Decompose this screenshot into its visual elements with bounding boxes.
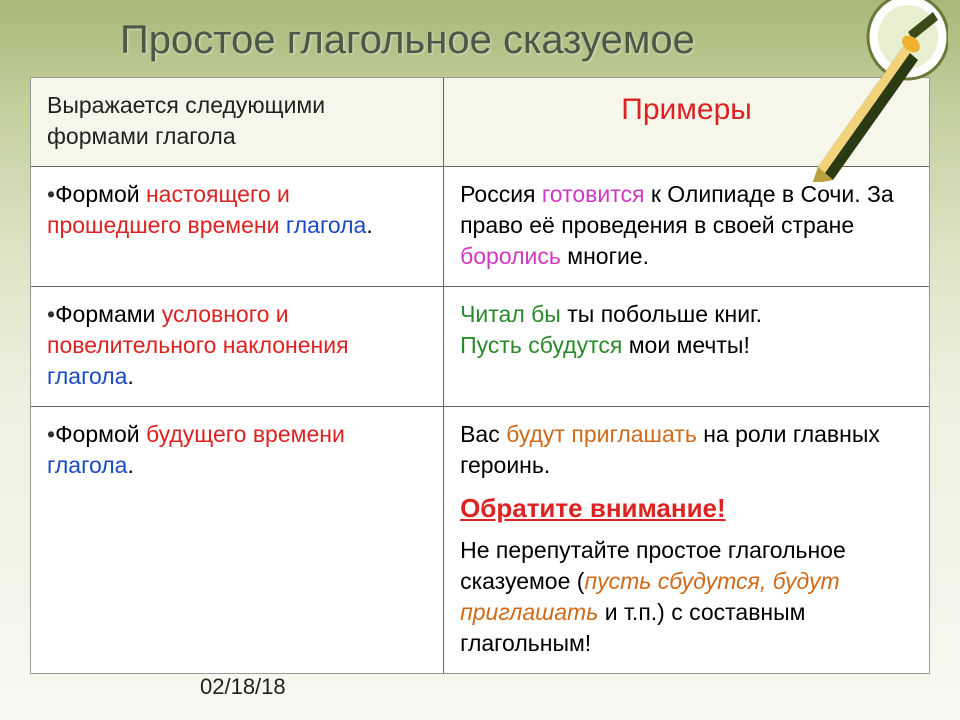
text: будут приглашать	[506, 421, 697, 447]
text: .	[127, 452, 133, 478]
text: будущего времени	[146, 421, 345, 447]
bullet-icon: •	[47, 181, 55, 207]
header-left: Выражается следующими формами глагола	[31, 78, 444, 166]
text: глагола	[47, 363, 127, 389]
table-header-row: Выражается следующими формами глагола Пр…	[31, 78, 929, 167]
predicate-table: Выражается следующими формами глагола Пр…	[30, 77, 930, 674]
date-label: 02/18/18	[200, 674, 286, 700]
text: Вас	[460, 421, 506, 447]
text: .	[127, 363, 133, 389]
form-cell: •Формой будущего времени глагола.	[31, 407, 444, 672]
example-cell: Россия готовится к Олипиаде в Сочи. За п…	[444, 167, 929, 286]
table-row: •Формами условного и повелительного накл…	[31, 287, 929, 407]
table-row: •Формой будущего времени глагола. Вас бу…	[31, 407, 929, 672]
text: боролись	[460, 243, 561, 269]
text: глагола	[47, 452, 127, 478]
bullet-icon: •	[47, 301, 55, 327]
text: .	[366, 212, 372, 238]
form-cell: •Формами условного и повелительного накл…	[31, 287, 444, 406]
bullet-icon: •	[47, 421, 55, 447]
text: Россия	[460, 181, 542, 207]
attention-heading: Обратите внимание!	[460, 491, 913, 526]
pen-icon	[798, 0, 948, 182]
text: Читал бы	[460, 301, 561, 327]
text: Формами	[55, 301, 162, 327]
text: многие.	[561, 243, 649, 269]
table-row: •Формой настоящего и прошедшего времени …	[31, 167, 929, 287]
form-cell: •Формой настоящего и прошедшего времени …	[31, 167, 444, 286]
text: мои мечты!	[622, 332, 750, 358]
text: Пусть сбудутся	[460, 332, 622, 358]
example-cell: Читал бы ты побольше книг. Пусть сбудутс…	[444, 287, 929, 406]
text: глагола	[286, 212, 366, 238]
text: ты побольше книг.	[561, 301, 762, 327]
text: готовится	[542, 181, 645, 207]
example-cell: Вас будут приглашать на роли главных гер…	[444, 407, 929, 672]
text: Формой	[55, 421, 146, 447]
text: Формой	[55, 181, 146, 207]
